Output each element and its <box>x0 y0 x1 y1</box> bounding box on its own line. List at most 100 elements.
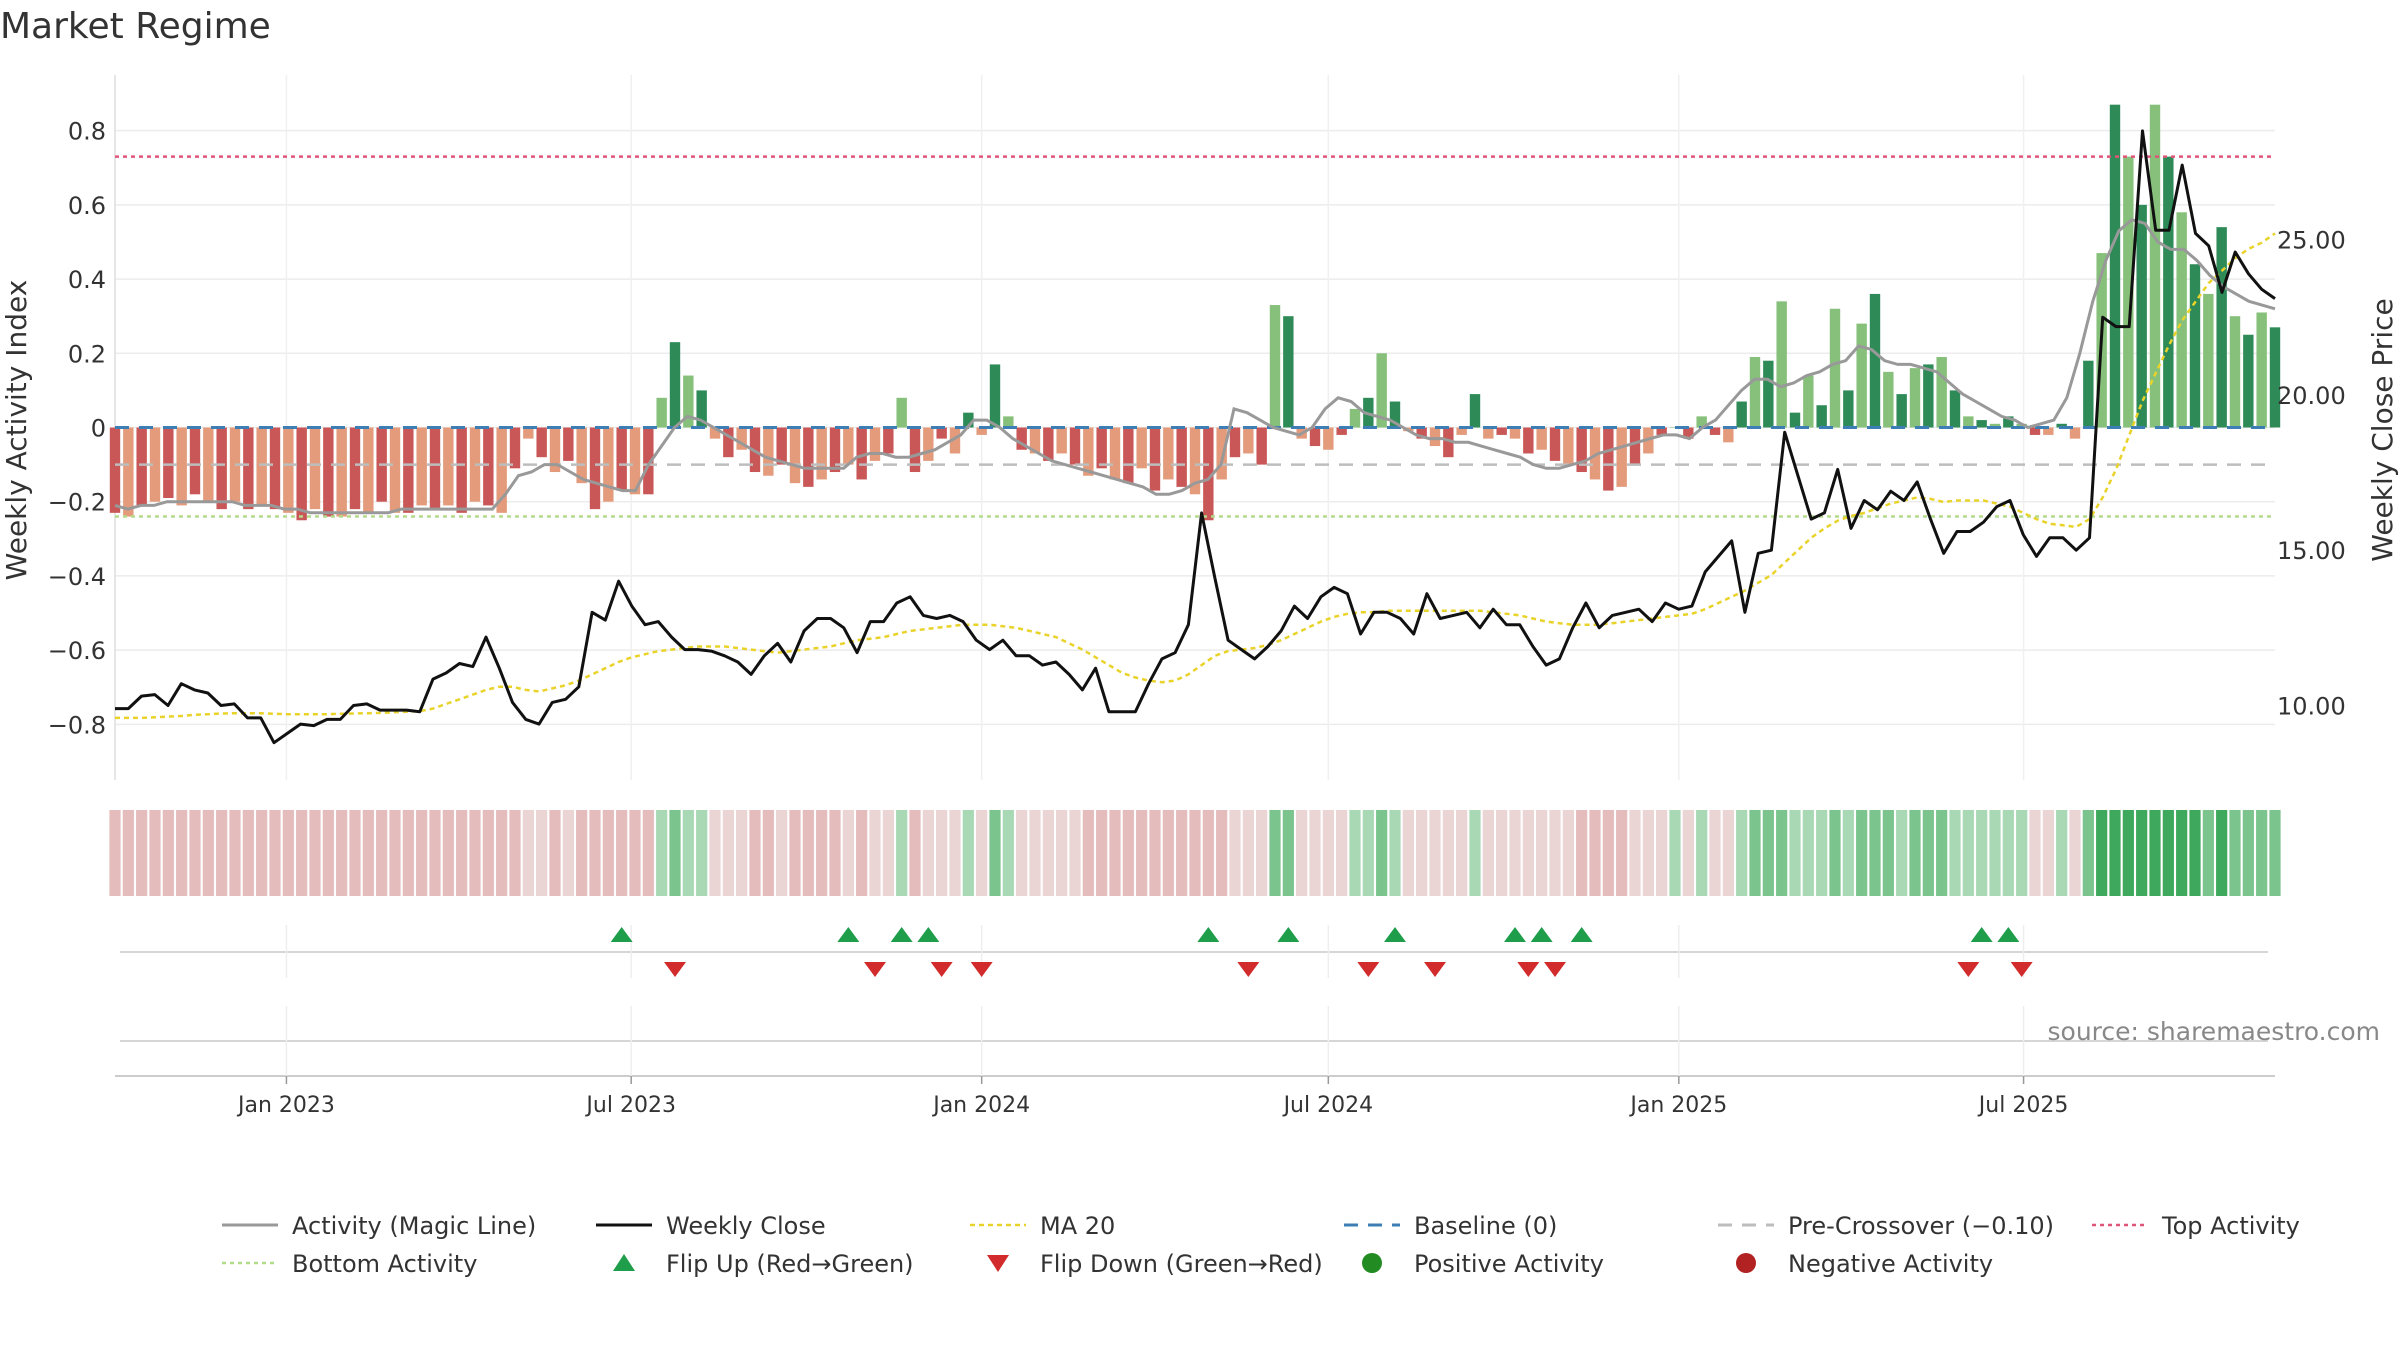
regime-cell <box>2056 810 2068 896</box>
activity-bar <box>1509 427 1521 439</box>
flip-down-marker <box>1357 962 1380 977</box>
regime-cell <box>1002 810 1014 896</box>
activity-bar <box>949 427 961 454</box>
activity-bar <box>709 427 721 439</box>
regime-cell <box>1389 810 1401 896</box>
legend-label: Negative Activity <box>1788 1250 1993 1278</box>
activity-bar <box>509 427 521 469</box>
legend-item-flip-up: Flip Up (Red→Green) <box>613 1250 914 1278</box>
regime-cell <box>882 810 894 896</box>
regime-cell <box>2082 810 2094 896</box>
regime-cell <box>1096 810 1108 896</box>
regime-cell <box>1696 810 1708 896</box>
activity-bar <box>869 427 881 461</box>
activity-bar <box>1976 420 1987 428</box>
activity-bar <box>1163 427 1174 480</box>
activity-bar <box>1229 427 1241 458</box>
regime-cell <box>1789 810 1801 896</box>
regime-cell <box>1962 810 1974 896</box>
left-tick-label: 0.8 <box>68 118 106 146</box>
activity-bar <box>2123 156 2134 428</box>
regime-cell <box>1842 810 1854 896</box>
x-tick-label: Jan 2025 <box>1628 1093 1727 1118</box>
regime-cell <box>1282 810 1294 896</box>
activity-bar <box>2203 293 2214 428</box>
activity-bar <box>1176 427 1187 487</box>
regime-cell <box>389 810 401 896</box>
regime-cell <box>1362 810 1374 896</box>
x-tick-label: Jul 2023 <box>584 1093 676 1118</box>
activity-bar <box>1243 427 1254 454</box>
x-tick-label: Jan 2024 <box>931 1093 1030 1118</box>
activity-bar <box>1763 360 1774 428</box>
x-tick-label: Jul 2024 <box>1282 1093 1374 1118</box>
flip-up-marker <box>837 927 860 942</box>
activity-bar <box>163 427 174 498</box>
activity-bar <box>403 427 414 513</box>
regime-cell <box>349 810 361 896</box>
regime-cell <box>2136 810 2148 896</box>
regime-cell <box>1856 810 1868 896</box>
regime-cell <box>1589 810 1601 896</box>
activity-bar <box>1469 394 1481 428</box>
activity-bar <box>856 427 867 480</box>
regime-cell <box>562 810 574 896</box>
regime-cell <box>1642 810 1654 896</box>
regime-cell <box>1616 810 1628 896</box>
activity-bar <box>496 427 507 513</box>
regime-cell <box>989 810 1001 896</box>
left-tick-label: −0.4 <box>48 563 106 591</box>
activity-bar <box>1723 427 1734 443</box>
regime-cell <box>896 810 908 896</box>
regime-cell <box>2216 810 2228 896</box>
regime-cell <box>1656 810 1668 896</box>
legend-item-baseline: Baseline (0) <box>1344 1212 1557 1240</box>
activity-bar <box>563 427 574 461</box>
regime-cell <box>936 810 948 896</box>
activity-bar <box>2136 204 2147 428</box>
activity-bar <box>896 397 907 428</box>
legend-label: Top Activity <box>2161 1212 2300 1240</box>
activity-bar <box>189 427 201 495</box>
regime-cell <box>1482 810 1494 896</box>
regime-cell <box>2002 810 2014 896</box>
regime-cell <box>1069 810 1081 896</box>
activity-bar <box>1056 427 1067 454</box>
regime-cell <box>149 810 161 896</box>
activity-bar <box>669 342 681 428</box>
regime-cell <box>1322 810 1334 896</box>
regime-cell <box>1456 810 1468 896</box>
regime-cell <box>1082 810 1094 896</box>
activity-bar <box>1683 427 1694 439</box>
flip-up-marker <box>1530 927 1553 942</box>
activity-bar <box>243 427 254 510</box>
regime-cell <box>2189 810 2201 896</box>
x-tick-label: Jan 2023 <box>236 1093 335 1118</box>
regime-cell <box>1869 810 1881 896</box>
left-tick-label: 0.2 <box>68 340 106 368</box>
flip-down-marker <box>1237 962 1260 977</box>
left-axis-label: Weekly Activity Index <box>0 280 33 581</box>
regime-cell <box>1976 810 1988 896</box>
activity-bar <box>1216 427 1227 480</box>
weekly-close-line <box>115 129 2276 745</box>
regime-cell <box>1509 810 1521 896</box>
activity-bar <box>683 375 694 428</box>
activity-bar <box>443 427 454 506</box>
left-tick-label: 0.6 <box>68 192 106 220</box>
regime-cell <box>1736 810 1748 896</box>
regime-cell <box>2109 810 2121 896</box>
regime-cell <box>789 810 801 896</box>
regime-cell <box>842 810 854 896</box>
regime-cell <box>1776 810 1788 896</box>
activity-bar <box>2043 427 2054 435</box>
source-label: source: sharemaestro.com <box>2048 1017 2381 1046</box>
regime-cell <box>1296 810 1308 896</box>
activity-bar <box>1896 394 1907 428</box>
activity-bar <box>2256 312 2267 428</box>
activity-bar <box>1109 427 1121 480</box>
activity-bar <box>1483 427 1494 439</box>
activity-bar <box>1803 375 1814 428</box>
regime-cell <box>1496 810 1508 896</box>
activity-bar <box>283 427 294 513</box>
